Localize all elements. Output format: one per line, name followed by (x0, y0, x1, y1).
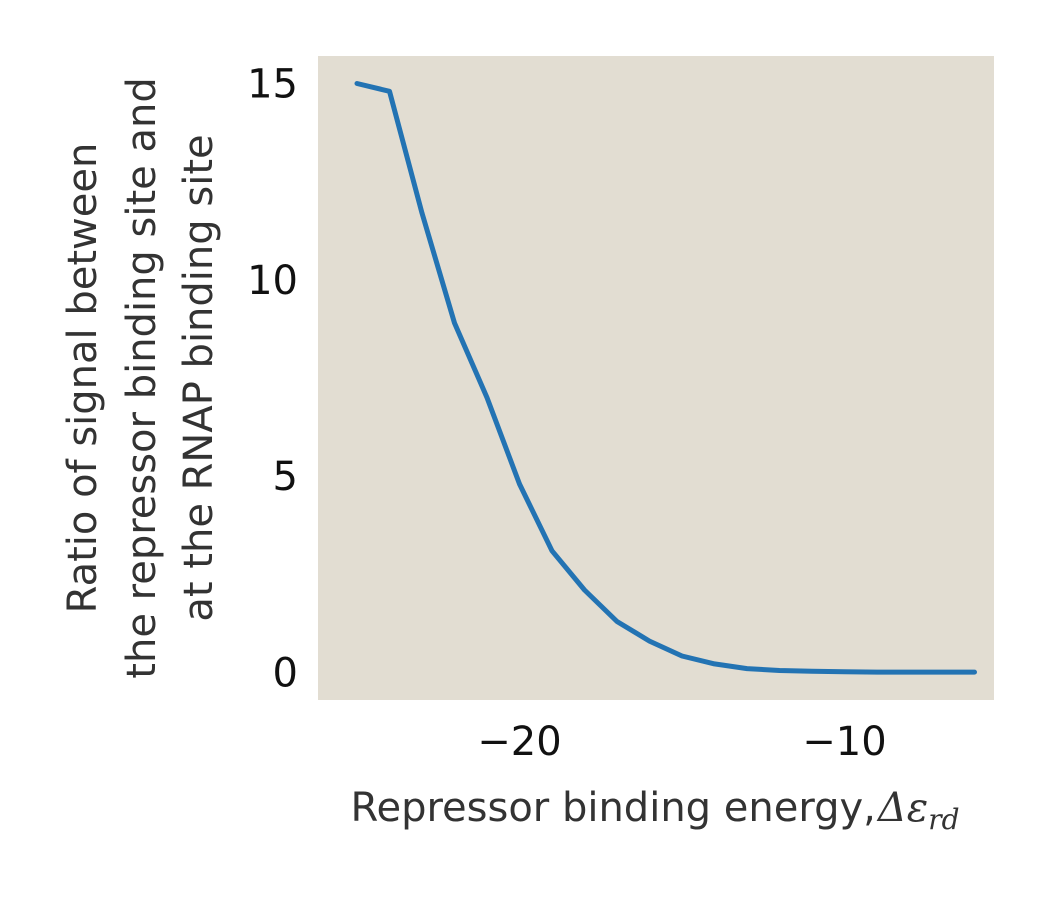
series-layer (354, 81, 977, 675)
y-tick-label-4: 15 (247, 61, 298, 107)
x-axis-label-subscript: rd (928, 803, 959, 836)
y-axis-label-line-3: at the RNAP binding site (176, 134, 222, 621)
x-axis-label-text: Repressor binding energy, (350, 785, 875, 831)
y-axis-label: Ratio of signal between the repressor bi… (60, 77, 222, 678)
series-line-1 (354, 81, 977, 675)
x-axis-label-symbol: Δε (876, 785, 928, 831)
x-tick-label-1: −20 (477, 719, 561, 765)
x-tick-labels: −20 −10 (477, 719, 886, 765)
plot-area (318, 56, 994, 700)
x-tick-label-2: −10 (802, 719, 886, 765)
y-tick-label-2: 5 (273, 454, 298, 500)
y-tick-labels: 0 5 10 15 (247, 61, 298, 696)
y-tick-label-1: 0 (273, 651, 298, 697)
y-axis-label-line-2: the repressor binding site and (119, 77, 165, 678)
y-tick-label-3: 10 (247, 258, 298, 304)
x-axis-label: Repressor binding energy,Δεrd (350, 785, 959, 836)
y-axis-label-line-1: Ratio of signal between (60, 143, 106, 614)
